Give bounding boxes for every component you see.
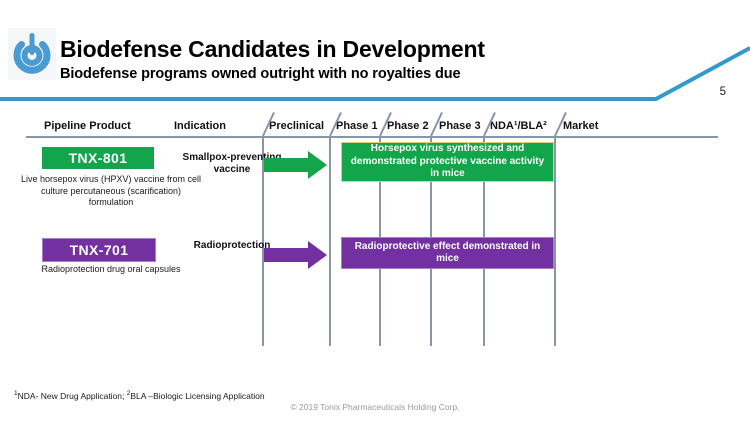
status-bar-tnx-801: Horsepox virus synthesized and demonstra… [341,142,554,182]
progress-arrow-tnx-701 [264,241,327,269]
footnote-text-1: NDA- New Drug Application; [17,390,127,401]
column-header-pipeline-product: Pipeline Product [44,120,131,132]
product-badge-tnx-801[interactable]: TNX-801 [42,147,154,169]
status-bar-tnx-701: Radioprotective effect demonstrated in m… [341,237,554,269]
page-number: 5 [719,86,726,98]
column-header-indication: Indication [174,120,226,132]
column-divider-market [554,138,556,346]
indication-tnx-801: Smallpox-preventing vaccine [182,152,282,175]
product-description-tnx-701: Radioprotection drug oral capsules [41,264,181,274]
column-header-market: Market [563,120,599,132]
footnote-marker-2: 2 [126,390,131,397]
footnote-text-2: BLA –Biologic Licensing Application [130,390,265,401]
tonix-power-logo-icon [8,28,56,80]
column-divider-preclinical [262,138,264,346]
footnote-marker-1: 1 [14,390,18,397]
column-header-preclinical: Preclinical [269,120,325,132]
indication-tnx-701: Radioprotection [193,240,271,251]
column-divider-phase1 [329,138,331,346]
footnote: 1NDA- New Drug Application; 2BLA –Biolog… [14,390,265,401]
copyright-notice: © 2019 Tonix Pharmaceuticals Holding Cor… [290,402,460,412]
column-header-phase-2: Phase 2 [387,120,429,132]
product-badge-tnx-701[interactable]: TNX-701 [42,238,156,262]
column-header-nda-bla: NDA¹/BLA² [490,120,547,132]
column-header-phase-3: Phase 3 [439,120,481,132]
page-title: Biodefense Candidates in Development [60,36,485,62]
column-header-phase-1: Phase 1 [336,120,378,132]
table-header-rule [26,136,718,138]
page-subtitle: Biodefense programs owned outright with … [60,66,461,82]
product-description-tnx-801: Live horsepox virus (HPXV) vaccine from … [20,174,202,207]
progress-arrow-tnx-801 [264,151,327,179]
